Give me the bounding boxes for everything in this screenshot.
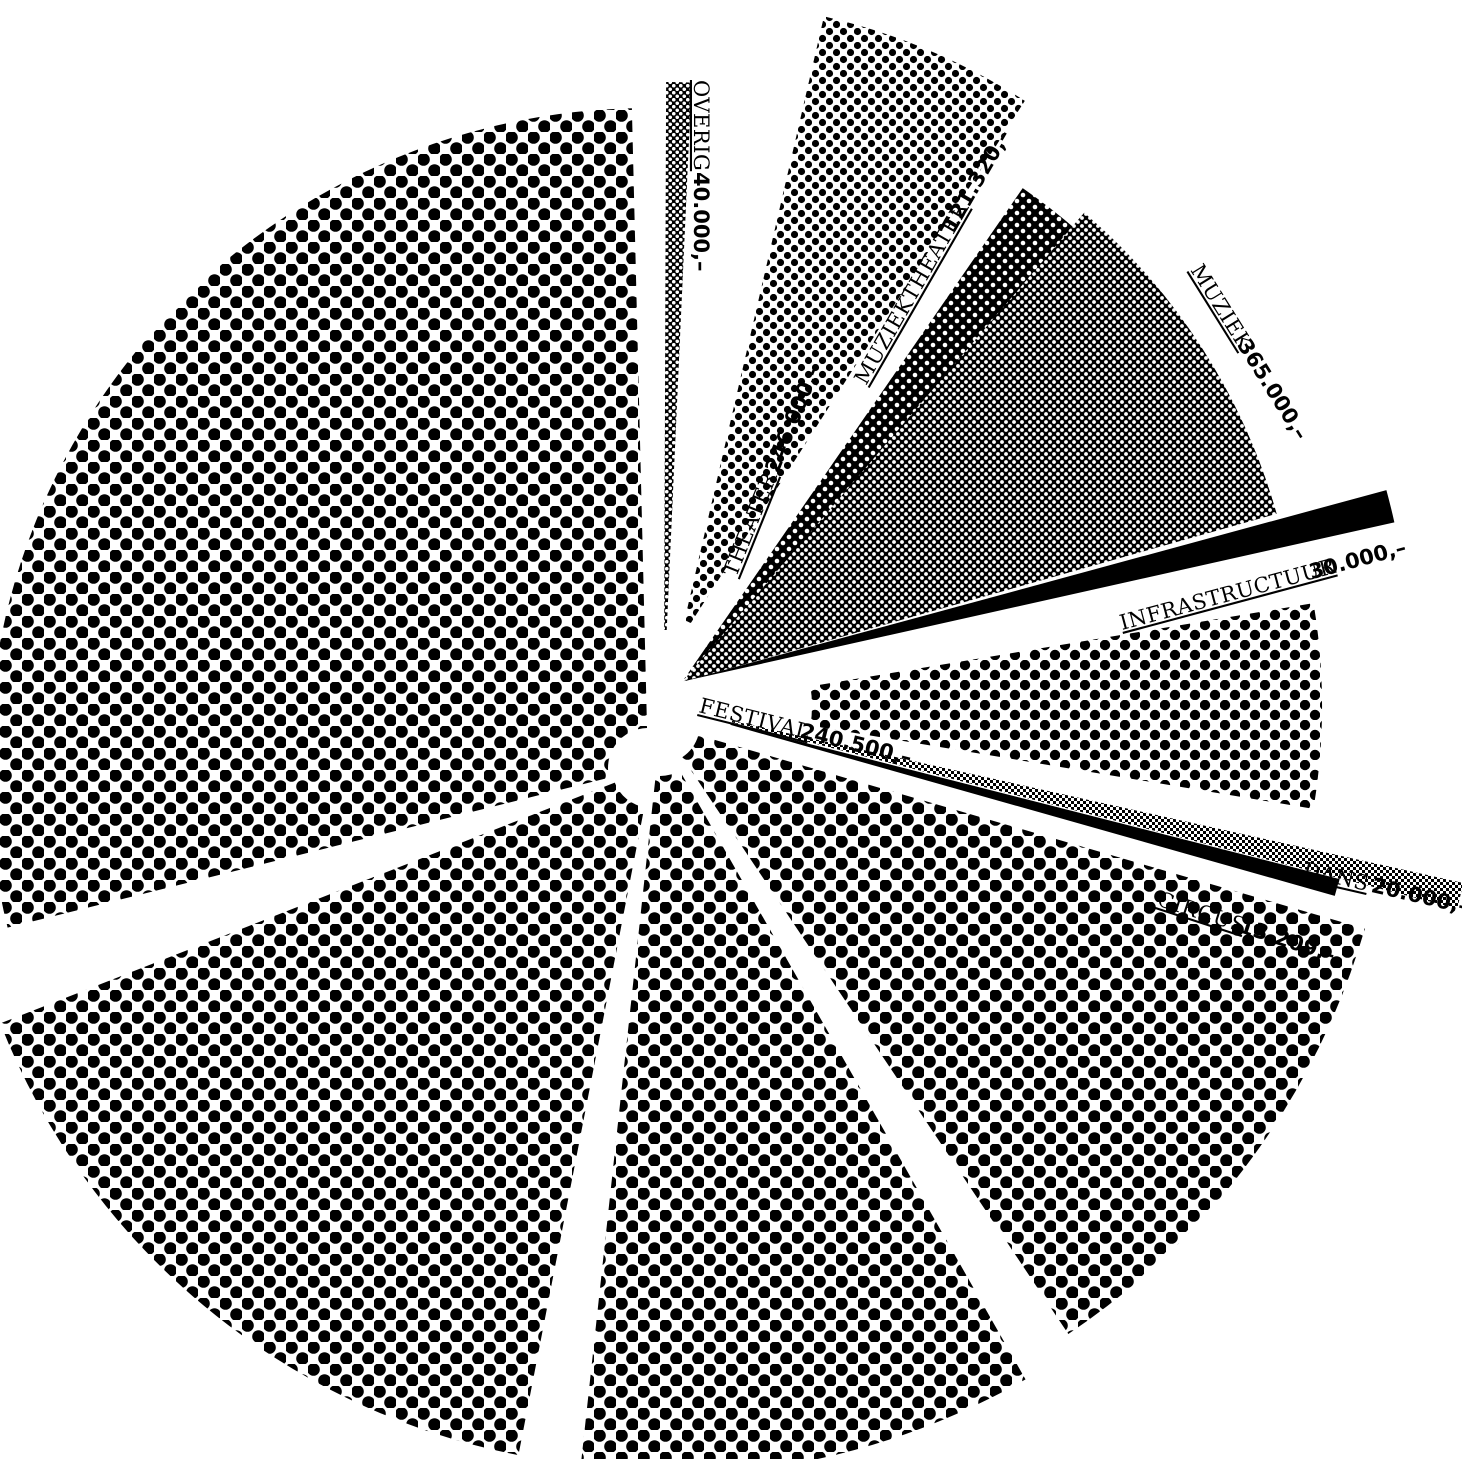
- pie-slice-festival: [810, 603, 1322, 809]
- pie-slice-unlabeled-11: [0, 108, 648, 928]
- pie-slice-circus: [730, 723, 1340, 896]
- pie-slice-unlabeled-10: [0, 782, 645, 1456]
- pie-slice-unlabeled-9: [581, 770, 1026, 1459]
- slice-value-infrastructuur: 30.000,–: [1306, 535, 1408, 584]
- pie-slice-overig: [664, 82, 692, 631]
- slice-value-overig: 40.000,–: [689, 172, 713, 272]
- pie-slice-muziek: [684, 212, 1277, 681]
- pie-slice-unlabeled-8: [682, 735, 1365, 1334]
- pie-slice-muziektheater: [684, 188, 1078, 679]
- pie-slice-infrastructuur: [683, 490, 1395, 682]
- pie-slice-theater: [684, 16, 1025, 624]
- slice-label-overig: OVERIG: [689, 80, 713, 171]
- label-overig: OVERIG 40.000,–: [689, 80, 713, 272]
- slice-label-festival: FESTIVAL: [697, 694, 813, 745]
- pie-slice-dans: [730, 720, 1462, 909]
